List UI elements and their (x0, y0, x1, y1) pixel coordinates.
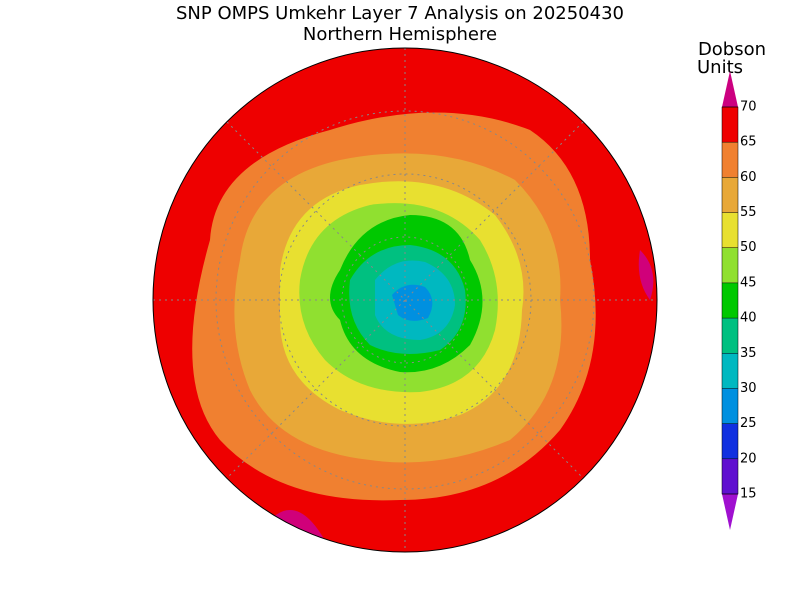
colorbar-tick-label: 20 (740, 451, 757, 466)
colorbar-segment (722, 458, 738, 494)
meridian (153, 48, 657, 552)
latitude-circle (215, 110, 595, 490)
colorbar-segment (722, 247, 738, 283)
colorbar-segment (722, 142, 738, 178)
colorbar-segment (722, 318, 738, 354)
colorbar: 15 20 25 30 35 40 45 50 55 60 65 70 (721, 71, 757, 530)
ozone-map (153, 48, 657, 552)
colorbar-segment (722, 388, 738, 424)
colorbar-tick-label: 55 (740, 205, 757, 220)
colorbar-label: Dobson (698, 39, 766, 60)
colorbar-segment (722, 177, 738, 213)
colorbar-tick-label: 25 (740, 416, 757, 431)
colorbar-segment (722, 107, 738, 143)
contour (638, 250, 654, 300)
contour (392, 284, 433, 321)
colorbar-tick-label: 60 (740, 170, 757, 185)
colorbar-tick-label: 15 (740, 487, 757, 502)
colorbar-tick-label: 45 (740, 275, 757, 290)
colorbar-tick-label: 30 (740, 381, 757, 396)
colorbar-segment (722, 423, 738, 459)
colorbar-tick-label: 40 (740, 311, 757, 326)
colorbar-under (722, 494, 738, 530)
map-border (152, 47, 658, 553)
colorbar-tick-label: 70 (740, 100, 757, 115)
colorbar-segment (722, 212, 738, 248)
colorbar-segment (722, 353, 738, 389)
colorbar-label: Units (697, 57, 743, 78)
latitude-circle (341, 236, 469, 364)
colorbar-tick-label: 50 (740, 240, 757, 255)
colorbar-over (722, 71, 738, 107)
colorbar-tick-label: 35 (740, 346, 757, 361)
colorbar-tick-label: 65 (740, 135, 757, 150)
title: SNP OMPS Umkehr Layer 7 Analysis on 2025… (176, 3, 624, 24)
subtitle: Northern Hemisphere (303, 24, 497, 45)
colorbar-segment (722, 282, 738, 319)
